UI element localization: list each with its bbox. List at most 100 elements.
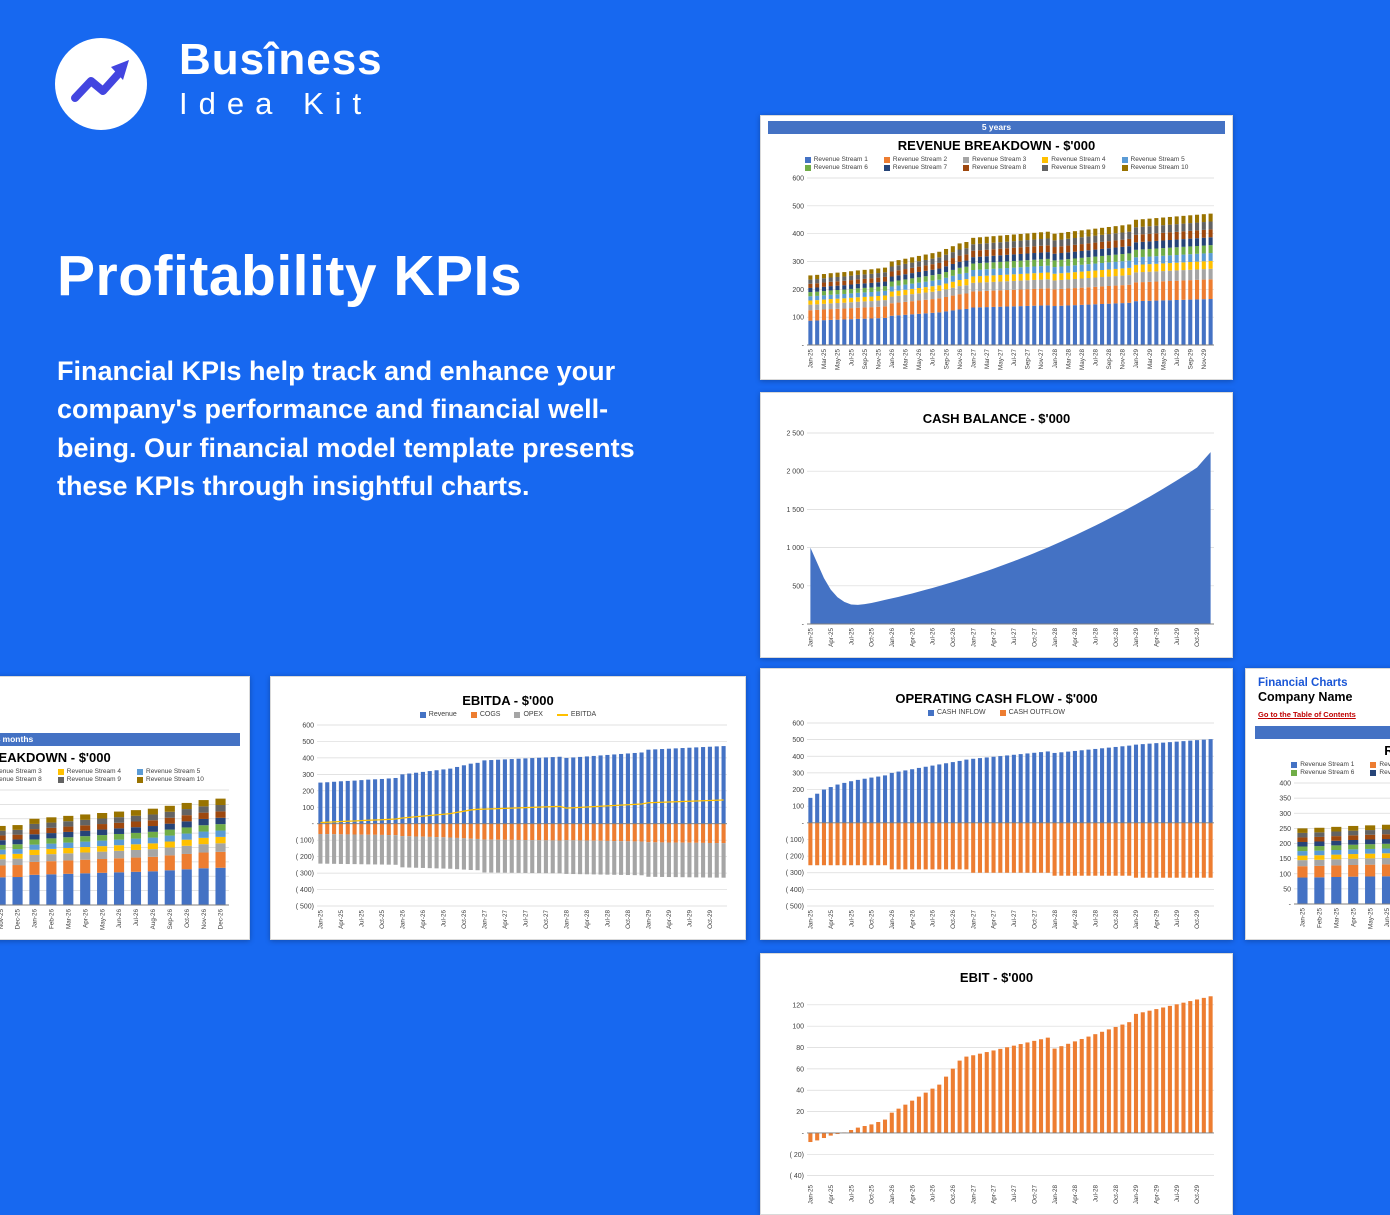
svg-text:Jan-27: Jan-27 <box>970 628 977 648</box>
svg-text:Mar-26: Mar-26 <box>65 909 72 929</box>
svg-text:Apr-26: Apr-26 <box>420 910 427 929</box>
svg-text:Feb-26: Feb-26 <box>49 909 56 929</box>
svg-text:Apr-27: Apr-27 <box>991 1185 998 1204</box>
svg-text:600: 600 <box>792 721 804 728</box>
chart-title: OPERATING CASH FLOW - $'000 <box>895 691 1098 706</box>
svg-text:( 400): ( 400) <box>296 887 314 894</box>
svg-text:May-25: May-25 <box>1367 908 1374 929</box>
svg-text:Jan-26: Jan-26 <box>32 909 39 929</box>
svg-text:400: 400 <box>1279 781 1291 788</box>
svg-text:Jan-26: Jan-26 <box>889 1185 896 1205</box>
company-name: Company Name <box>0 697 237 711</box>
svg-text:( 300): ( 300) <box>296 871 314 878</box>
legend-item: Revenue Stream 9 <box>1042 164 1106 171</box>
toc-link[interactable]: Go to the Table of Contents <box>1258 710 1356 719</box>
legend-item: Revenue Stream 7 <box>1370 769 1390 776</box>
svg-text:Jul-27: Jul-27 <box>523 910 530 928</box>
svg-text:May-27: May-27 <box>998 349 1005 370</box>
chart-legend: Revenue Stream 1 Revenue Stream 2Revenue … <box>1254 760 1390 778</box>
svg-text:Jan-26: Jan-26 <box>400 910 407 930</box>
sheet-title: Financial Charts <box>1258 677 1348 689</box>
svg-text:Apr-28: Apr-28 <box>1072 628 1079 647</box>
svg-text:Mar-27: Mar-27 <box>984 349 991 369</box>
svg-text:May-29: May-29 <box>1160 349 1167 370</box>
chart-canvas: 600 500 400 300 200 100 -Jan-25 Mar-25 May-25 Jul… <box>792 176 1214 370</box>
svg-text:Jan-27: Jan-27 <box>482 910 489 930</box>
legend-item: Revenue Stream 3 <box>963 156 1026 163</box>
svg-text:Jan-28: Jan-28 <box>1052 349 1059 369</box>
svg-text:Apr-25: Apr-25 <box>338 910 345 929</box>
page-title: Profitability KPIs <box>57 244 523 308</box>
svg-text:Jul-26: Jul-26 <box>930 628 937 646</box>
svg-text:( 100): ( 100) <box>296 838 314 845</box>
svg-text:Jul-28: Jul-28 <box>605 910 612 928</box>
svg-text:Oct-29: Oct-29 <box>1194 628 1201 647</box>
svg-text:Apr-29: Apr-29 <box>1154 1185 1161 1204</box>
brand-logo: Busîness Idea Kit <box>55 38 383 130</box>
chart-card-revenue-breakdown-5y: 5 years REVENUE BREAKDOWN - $'000 Revenu… <box>760 115 1233 380</box>
svg-text:Oct-26: Oct-26 <box>950 628 957 647</box>
chart-title: EBIT - $'000 <box>959 970 1034 985</box>
svg-text:Jan-26: Jan-26 <box>889 910 896 930</box>
svg-text:Jan-28: Jan-28 <box>1052 628 1059 648</box>
svg-text:Jan-27: Jan-27 <box>970 1185 977 1205</box>
svg-text:1 500: 1 500 <box>786 507 804 514</box>
svg-text:Jul-28: Jul-28 <box>1092 349 1099 367</box>
svg-text:Jan-25: Jan-25 <box>318 910 325 930</box>
svg-text:Oct-27: Oct-27 <box>543 910 550 929</box>
legend-item: Revenue Stream 2 <box>1370 761 1390 768</box>
chart-plot: 2 500 2 000 1 500 1 000 500 - Jan-25 Apr-25 Jul-… <box>769 428 1222 651</box>
svg-text:Jan-25: Jan-25 <box>808 1185 815 1205</box>
svg-text:( 400): ( 400) <box>786 887 804 894</box>
svg-text:( 200): ( 200) <box>296 854 314 861</box>
svg-text:Oct-28: Oct-28 <box>1113 1185 1120 1204</box>
svg-text:Oct-28: Oct-28 <box>1113 910 1120 929</box>
svg-text:350: 350 <box>1279 796 1291 803</box>
promo-page: { "page": { "background_color": "#1768f0… <box>0 37 1390 1215</box>
legend-item: Revenue Stream 8 <box>963 164 1026 171</box>
legend-item: Revenue Stream 10 <box>1121 164 1188 171</box>
svg-text:2 500: 2 500 <box>786 431 804 438</box>
chart-canvas: 600 500 400 300 200 100 - ( 100) ( 200) ( 300) ( 4… <box>296 723 727 930</box>
svg-text:200: 200 <box>792 787 804 794</box>
svg-text:-: - <box>1289 902 1292 909</box>
svg-text:Jan-27: Jan-27 <box>970 910 977 930</box>
legend-item: Revenue Stream 1 <box>804 156 868 163</box>
svg-text:-: - <box>312 821 315 828</box>
chart-plot: 600 500 400 300 200 100 - ( 100) ( 200) ( 300) ( 4… <box>279 720 735 933</box>
sheet-header: Financial Charts Company Name Go to the … <box>0 682 241 733</box>
svg-text:Jul-26: Jul-26 <box>930 1185 937 1203</box>
svg-text:Sep-27: Sep-27 <box>1025 349 1032 370</box>
svg-text:200: 200 <box>302 788 314 795</box>
svg-text:Nov-26: Nov-26 <box>957 349 964 370</box>
svg-text:40: 40 <box>796 1088 804 1095</box>
svg-text:60: 60 <box>796 1066 804 1073</box>
svg-text:Dec-26: Dec-26 <box>218 909 225 930</box>
legend-item: Revenue Stream 1 <box>1291 761 1354 768</box>
svg-text:Oct-26: Oct-26 <box>461 910 468 929</box>
svg-text:Jul-26: Jul-26 <box>930 910 937 928</box>
svg-text:Jul-26: Jul-26 <box>930 349 937 367</box>
svg-text:Apr-25: Apr-25 <box>828 910 835 929</box>
legend-item: CASH OUTFLOW <box>999 709 1065 716</box>
svg-text:Oct-29: Oct-29 <box>1194 1185 1201 1204</box>
svg-text:Jul-25: Jul-25 <box>848 910 855 928</box>
legend-item: Revenue Stream 2 <box>883 156 947 163</box>
chart-title: REVENUE BREAKDOWN - $'000 <box>0 750 111 765</box>
svg-text:Dec-25: Dec-25 <box>15 909 22 930</box>
chart-title: REVENUE BREAKDOWN - $'000 <box>897 138 1096 153</box>
svg-text:Oct-25: Oct-25 <box>869 628 876 647</box>
svg-text:Jan-25: Jan-25 <box>808 349 815 369</box>
svg-text:Jan-29: Jan-29 <box>1133 1185 1140 1205</box>
svg-text:300: 300 <box>302 772 314 779</box>
svg-text:Apr-25: Apr-25 <box>828 1185 835 1204</box>
svg-text:Apr-26: Apr-26 <box>909 628 916 647</box>
svg-text:Jul-29: Jul-29 <box>1174 628 1181 646</box>
chart-plot: 400 350 300 250 200 150 100 50 - Jan-25 Feb-25 Mar-… <box>1256 778 1390 931</box>
chart-card-revenue-breakdown-24m-right: Financial Charts Company Name Go to the … <box>1245 668 1390 940</box>
chart-title: EBITDA - $'000 <box>462 693 554 708</box>
legend-item: COGS <box>470 711 500 718</box>
chart-card-operating-cash-flow: OPERATING CASH FLOW - $'000 CASH INFLOW C… <box>760 668 1233 940</box>
chart-canvas: 120 100 80 60 40 20 - ( 20) ( 40) Jan-25 Apr-25 Jul… <box>790 996 1214 1205</box>
brand-text: Busîness Idea Kit <box>179 38 383 120</box>
